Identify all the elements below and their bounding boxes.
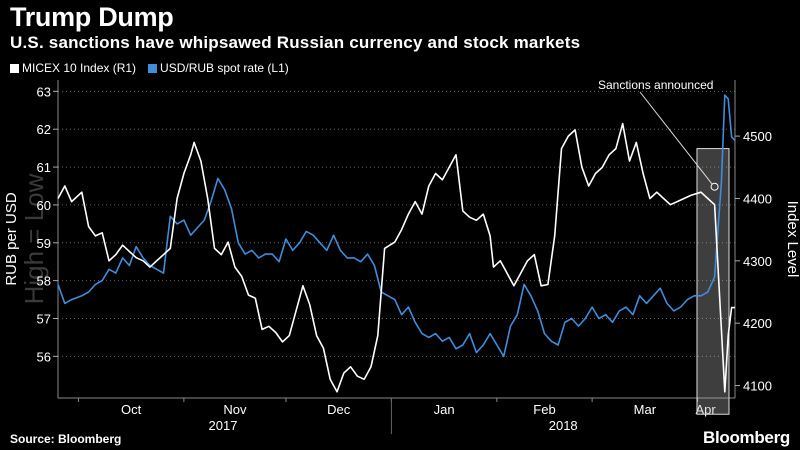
- right-tick-label: 4400: [743, 191, 772, 206]
- axis-watermark: High = Low: [19, 173, 49, 304]
- left-tick-label: 56: [37, 349, 51, 364]
- left-tick-label: 63: [37, 84, 51, 99]
- legend-swatch-usdrub: [148, 63, 158, 73]
- x-tick-label: Dec: [327, 402, 351, 417]
- right-tick-label: 4200: [743, 316, 772, 331]
- x-tick-label: Oct: [121, 402, 142, 417]
- left-axis-title: RUB per USD: [3, 192, 20, 286]
- annotation-label: Sanctions announced: [598, 78, 713, 92]
- annotation-marker: [710, 182, 719, 191]
- left-tick-label: 60: [37, 198, 51, 213]
- right-tick-label: 4500: [743, 129, 772, 144]
- legend-item-usdrub: USD/RUB spot rate (L1): [148, 61, 289, 75]
- chart-legend: MICEX 10 Index (R1) USD/RUB spot rate (L…: [10, 61, 289, 75]
- legend-label-usdrub: USD/RUB spot rate (L1): [160, 61, 289, 75]
- right-tick-label: 4300: [743, 254, 772, 269]
- year-label: 2018: [549, 418, 578, 433]
- legend-swatch-micex: [10, 63, 19, 73]
- brand-logo: Bloomberg: [702, 428, 790, 447]
- annotation-leader: [639, 91, 713, 186]
- legend-label-micex: MICEX 10 Index (R1): [22, 61, 137, 75]
- series-line-micex: [57, 122, 735, 393]
- source-note: Source: Bloomberg: [10, 432, 122, 446]
- legend-item-micex: MICEX 10 Index (R1): [10, 61, 136, 75]
- x-tick-label: Apr: [695, 402, 716, 417]
- x-tick-label: Nov: [223, 402, 247, 417]
- chart-title: Trump Dump: [10, 2, 174, 32]
- right-axis-title: Index Level: [784, 201, 800, 278]
- chart-subtitle: U.S. sanctions have whipsawed Russian cu…: [10, 33, 581, 52]
- left-tick-label: 57: [37, 312, 51, 327]
- x-tick-label: Mar: [634, 402, 657, 417]
- x-tick-label: Feb: [533, 402, 555, 417]
- year-label: 2017: [209, 418, 238, 433]
- left-tick-label: 62: [37, 122, 51, 137]
- x-tick-label: Jan: [434, 402, 455, 417]
- left-tick-label: 58: [37, 274, 51, 289]
- series-line-usdrub: [57, 94, 736, 358]
- left-tick-label: 61: [37, 160, 51, 175]
- right-tick-label: 4100: [743, 379, 772, 394]
- left-tick-label: 59: [37, 236, 51, 251]
